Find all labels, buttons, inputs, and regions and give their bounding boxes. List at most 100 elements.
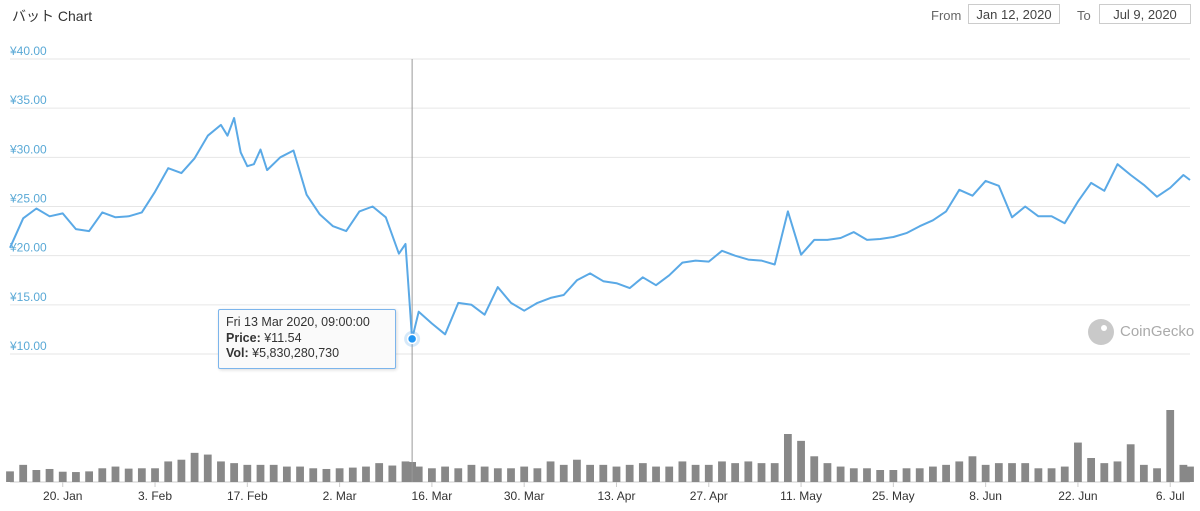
tooltip-vol-row: Vol: ¥5,830,280,730: [226, 346, 388, 362]
volume-bar: [282, 466, 291, 482]
volume-bar: [731, 463, 740, 482]
tooltip-price-value: ¥11.54: [264, 330, 302, 345]
x-tick-label: 30. Mar: [504, 489, 545, 503]
price-tooltip: Fri 13 Mar 2020, 09:00:00 Price: ¥11.54 …: [218, 309, 396, 369]
volume-bar: [124, 468, 133, 482]
volume-bar: [1139, 464, 1148, 482]
volume-bar: [190, 452, 199, 482]
volume-bar: [6, 471, 14, 482]
x-tick-label: 16. Mar: [412, 489, 453, 503]
volume-bar: [45, 468, 54, 482]
volume-bar: [269, 464, 278, 482]
to-label: To: [1077, 8, 1091, 23]
x-tick-label: 20. Jan: [43, 489, 82, 503]
volume-bar: [414, 466, 423, 482]
volume-bar: [72, 472, 80, 482]
x-tick-label: 27. Apr: [690, 489, 728, 503]
volume-bar: [823, 463, 832, 482]
volume-bar: [625, 464, 634, 482]
y-tick-label: ¥10.00: [9, 339, 47, 353]
volume-bar: [1074, 442, 1082, 482]
volume-bar: [256, 464, 265, 482]
volume-bar: [230, 463, 239, 482]
volume-bar: [137, 468, 146, 482]
volume-bar: [586, 464, 595, 482]
y-axis-labels: ¥10.00 ¥15.00 ¥20.00 ¥25.00 ¥30.00 ¥35.00 ¥40.…: [9, 44, 47, 353]
volume-bar: [533, 468, 542, 482]
volume-bar: [1021, 463, 1030, 482]
volume-bar: [876, 470, 885, 482]
volume-bar: [1060, 466, 1069, 482]
volume-bar: [929, 466, 937, 482]
volume-bar: [678, 461, 687, 482]
volume-bar: [718, 461, 726, 482]
volume-bar: [638, 463, 647, 482]
volume-bar: [704, 464, 713, 482]
volume-bar: [955, 461, 964, 482]
volume-bar: [32, 470, 41, 482]
volume-bar: [559, 464, 568, 482]
volume-bar: [401, 461, 410, 482]
x-tick-label: 8. Jun: [969, 489, 1002, 503]
watermark-text: CoinGecko: [1120, 323, 1195, 340]
volume-bars: [6, 410, 1194, 482]
volume-bar: [1034, 468, 1043, 482]
volume-bar: [915, 468, 924, 482]
volume-bar: [757, 463, 766, 482]
volume-bar: [520, 466, 529, 482]
volume-bar: [111, 466, 120, 482]
y-tick-label: ¥25.00: [9, 192, 47, 206]
tooltip-price-row: Price: ¥11.54: [226, 331, 388, 347]
volume-bar: [85, 471, 93, 482]
volume-bar: [441, 466, 449, 482]
volume-bar: [1113, 461, 1122, 482]
volume-bar: [454, 468, 463, 482]
volume-bar: [428, 468, 436, 482]
from-date-input[interactable]: [968, 4, 1060, 24]
tooltip-vol-label: Vol:: [226, 346, 249, 360]
volume-bar: [665, 466, 674, 482]
tooltip-vol-value: ¥5,830,280,730: [252, 346, 340, 360]
volume-bar: [1186, 466, 1194, 482]
volume-bar: [770, 463, 779, 482]
volume-bar: [375, 463, 384, 482]
price-line-series: [9, 117, 1191, 340]
volume-bar: [309, 468, 318, 482]
y-tick-label: ¥35.00: [9, 93, 47, 107]
volume-bar: [968, 456, 977, 482]
volume-bar: [467, 464, 476, 482]
volume-bar: [58, 471, 67, 482]
volume-bar: [1047, 468, 1056, 482]
x-tick-label: 25. May: [872, 489, 915, 503]
x-tick-label: 13. Apr: [597, 489, 635, 503]
to-date-input[interactable]: [1099, 4, 1191, 24]
gecko-logo-icon: [1088, 319, 1114, 345]
x-tick-label: 2. Mar: [323, 489, 357, 503]
volume-bar: [1008, 463, 1016, 482]
x-tick-label: 3. Feb: [138, 489, 172, 503]
volume-bar: [573, 459, 581, 482]
volume-bar: [942, 464, 950, 482]
y-tick-label: ¥20.00: [9, 241, 47, 255]
volume-bar: [507, 468, 515, 482]
volume-bar: [612, 466, 621, 482]
x-tick-label: 22. Jun: [1058, 489, 1097, 503]
x-axis-labels: 20. Jan 3. Feb 17. Feb 2. Mar 16. Mar 30. Mar…: [10, 481, 1190, 503]
tooltip-price-label: Price:: [226, 330, 261, 345]
volume-bar: [164, 461, 173, 482]
hover-marker: [404, 330, 421, 347]
volume-bar: [1087, 458, 1096, 482]
tooltip-date: Fri 13 Mar 2020, 09:00:00: [226, 315, 370, 329]
volume-bar: [783, 434, 792, 482]
y-tick-label: ¥15.00: [9, 290, 47, 304]
chart-title: バット Chart: [12, 8, 93, 24]
volume-bar: [322, 468, 331, 482]
volume-bar: [863, 468, 871, 482]
volume-bar: [546, 461, 555, 482]
volume-bar: [691, 464, 700, 482]
volume-bar: [1153, 468, 1161, 482]
volume-bar: [177, 459, 186, 482]
volume-bar: [151, 468, 159, 482]
volume-bar: [1100, 463, 1109, 482]
